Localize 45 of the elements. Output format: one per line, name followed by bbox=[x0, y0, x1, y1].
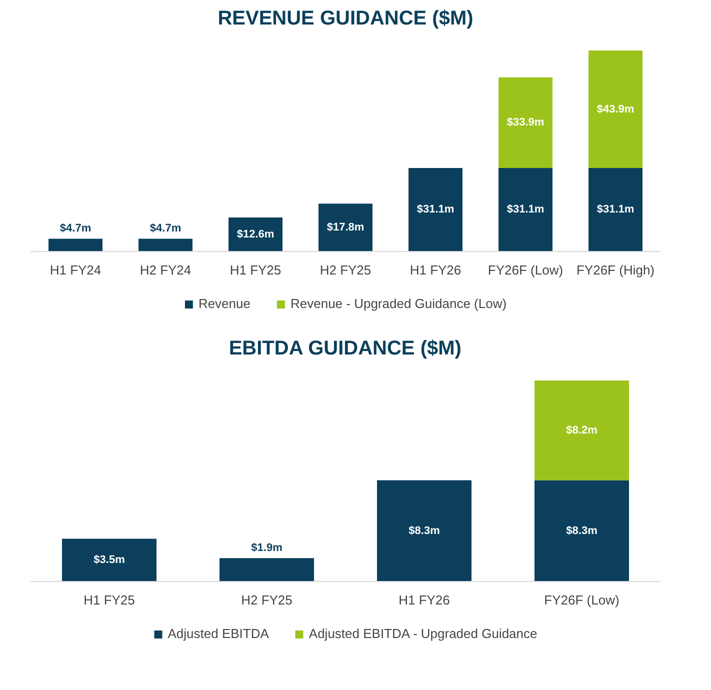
legend-label: Revenue - Upgraded Guidance (Low) bbox=[290, 296, 507, 311]
bar bbox=[588, 50, 642, 168]
x-tick-label: FY26F (Low) bbox=[544, 592, 620, 608]
bar bbox=[228, 218, 282, 252]
legend-label: Adjusted EBITDA bbox=[168, 626, 269, 641]
x-tick-label: H1 FY25 bbox=[230, 262, 282, 278]
bar bbox=[588, 168, 642, 252]
bar bbox=[377, 480, 472, 582]
legend-label: Revenue bbox=[198, 296, 250, 311]
bar bbox=[408, 168, 462, 252]
data-label: $3.5m bbox=[94, 554, 126, 566]
x-tick-label: H1 FY26 bbox=[398, 592, 450, 608]
data-label: $12.6m bbox=[236, 228, 274, 240]
chart-title: REVENUE GUIDANCE ($M) bbox=[218, 8, 474, 30]
data-label: $8.3m bbox=[566, 524, 598, 537]
x-tick-label: FY26F (Low) bbox=[488, 262, 564, 278]
x-tick-label: H1 FY25 bbox=[84, 592, 135, 608]
data-label: $31.1m bbox=[506, 204, 544, 216]
x-tick-label: H1 FY26 bbox=[410, 262, 462, 278]
bar bbox=[318, 204, 372, 252]
bar bbox=[534, 480, 629, 582]
data-label: $8.2m bbox=[566, 424, 598, 436]
data-label: $33.9m bbox=[506, 116, 544, 129]
data-label: $4.7m bbox=[60, 222, 92, 235]
chart-title: EBITDA GUIDANCE ($M) bbox=[228, 338, 462, 360]
data-label: $1.9m bbox=[251, 542, 283, 554]
data-label: $8.3m bbox=[408, 524, 440, 537]
x-tick-label: H2 FY25 bbox=[241, 592, 292, 608]
bar bbox=[220, 558, 314, 582]
bar bbox=[48, 238, 102, 252]
x-tick-label: H1 FY24 bbox=[50, 262, 102, 278]
data-label: $17.8m bbox=[326, 221, 364, 234]
data-label: $4.7m bbox=[150, 222, 182, 235]
x-tick-label: H2 FY24 bbox=[140, 262, 192, 278]
data-label: $31.1m bbox=[416, 204, 454, 216]
bar bbox=[498, 168, 552, 252]
bar bbox=[62, 538, 156, 582]
legend-label: Adjusted EBITDA - Upgraded Guidance bbox=[308, 626, 538, 641]
bar bbox=[138, 238, 192, 252]
x-tick-label: H2 FY25 bbox=[320, 262, 372, 278]
bar bbox=[498, 77, 552, 168]
data-label: $43.9m bbox=[596, 103, 634, 116]
x-tick-label: FY26F (High) bbox=[576, 262, 655, 278]
data-label: $31.1m bbox=[596, 204, 634, 216]
bar bbox=[534, 380, 629, 480]
